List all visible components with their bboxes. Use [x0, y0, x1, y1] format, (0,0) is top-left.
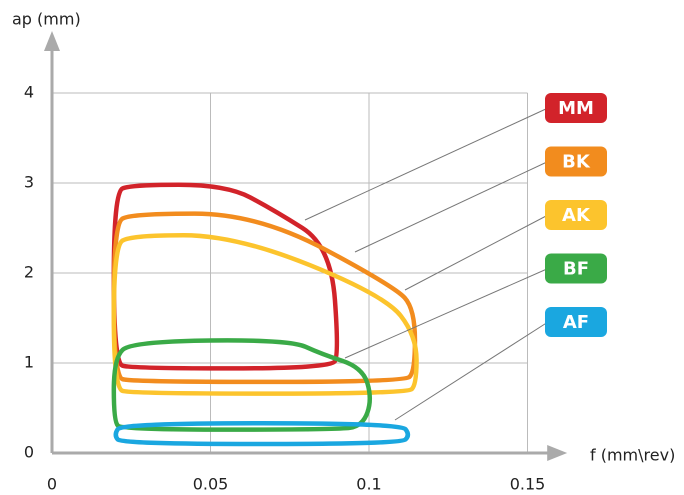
y-tick-label: 3: [24, 173, 34, 192]
x-tick-label: 0.05: [193, 475, 229, 494]
legend-label: BF: [563, 259, 589, 280]
x-tick-label: 0.1: [356, 475, 381, 494]
y-tick-label: 1: [24, 353, 34, 372]
legend-label: AF: [563, 312, 589, 333]
y-tick-label: 4: [24, 83, 34, 102]
x-tick-label: 0.15: [510, 475, 546, 494]
leader-line: [304, 107, 549, 221]
region-outline: [113, 421, 411, 447]
legend-label: BK: [562, 152, 591, 173]
y-tick-label: 0: [24, 443, 34, 462]
leader-line: [354, 161, 549, 253]
legend-label: AK: [562, 205, 591, 226]
region-outline: [111, 338, 373, 432]
legend-box: [545, 200, 607, 230]
legend-box: [545, 253, 607, 284]
legend-box: [545, 307, 607, 337]
y-axis-label: ap (mm): [12, 10, 81, 29]
y-tick-label: 2: [24, 263, 34, 282]
region-outline: [111, 232, 419, 396]
leader-line: [394, 321, 549, 421]
leader-line: [344, 268, 549, 359]
leader-line: [404, 214, 549, 291]
legend-box: [545, 93, 607, 123]
legend-label: MM: [558, 98, 594, 119]
y-axis-arrow: [44, 31, 60, 51]
x-tick-label: 0: [47, 475, 57, 494]
legend-box: [545, 146, 607, 177]
x-axis-label: f (mm\rev): [590, 446, 675, 465]
region-outline: [111, 211, 418, 385]
x-axis-arrow: [547, 445, 568, 461]
